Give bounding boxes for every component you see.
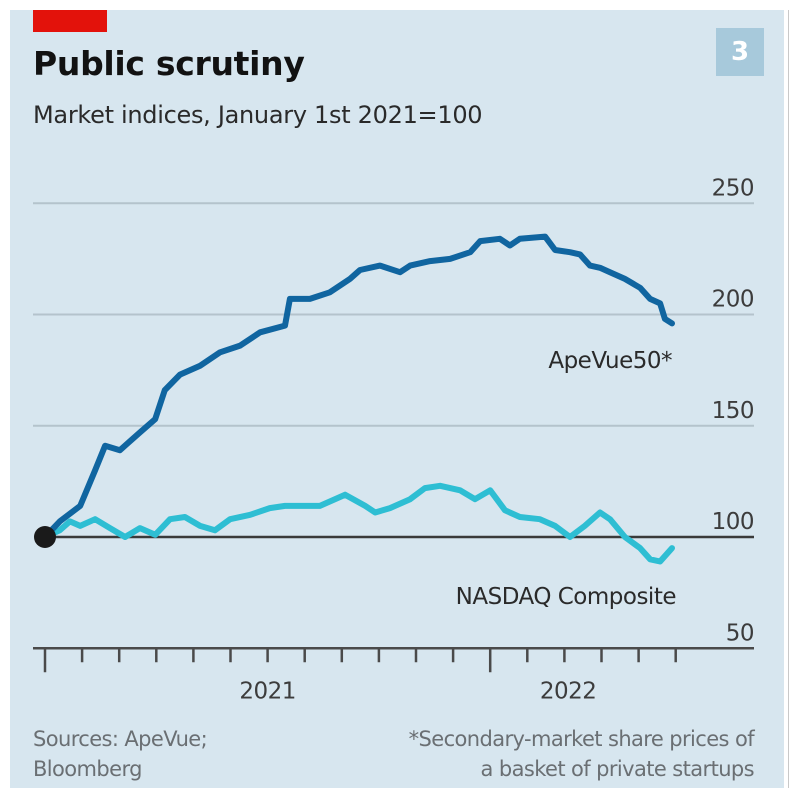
chart-panel xyxy=(10,10,784,788)
start-marker-dot xyxy=(34,526,56,548)
y-axis-tick-labels: 50 100 150 200 250 xyxy=(712,175,755,646)
y-tick-label-200: 200 xyxy=(712,287,754,313)
brand-red-bar xyxy=(33,10,107,32)
x-year-label-2021: 2021 xyxy=(239,678,296,704)
series-label-nasdaq-composite: NASDAQ Composite xyxy=(456,584,676,610)
y-tick-label-250: 250 xyxy=(712,175,754,201)
chart-title: Public scrutiny xyxy=(33,44,305,83)
sources-note: Sources: ApeVue; Bloomberg xyxy=(33,724,208,784)
x-axis: 2021 2022 xyxy=(33,647,754,704)
y-tick-label-50: 50 xyxy=(726,620,754,646)
panel-border xyxy=(788,10,789,788)
x-year-label-2022: 2022 xyxy=(540,678,597,704)
chart-number-badge: 3 xyxy=(716,28,764,76)
sources-line-1: Sources: ApeVue; xyxy=(33,727,208,751)
chart-subtitle: Market indices, January 1st 2021=100 xyxy=(33,101,483,129)
series-lines xyxy=(34,233,675,565)
y-tick-label-150: 150 xyxy=(712,398,754,424)
footnote: *Secondary-market share prices of a bask… xyxy=(408,724,755,784)
y-tick-label-100: 100 xyxy=(712,509,754,535)
series-labels: ApeVue50* NASDAQ Composite xyxy=(456,348,677,610)
series-label-apevue50: ApeVue50* xyxy=(548,348,672,374)
footnote-line-2: a basket of private startups xyxy=(480,757,755,781)
series-line-nasdaq-composite xyxy=(42,482,675,565)
sources-line-2: Bloomberg xyxy=(33,757,142,781)
footnote-line-1: *Secondary-market share prices of xyxy=(408,727,755,751)
series-line-apevue50 xyxy=(42,233,675,540)
